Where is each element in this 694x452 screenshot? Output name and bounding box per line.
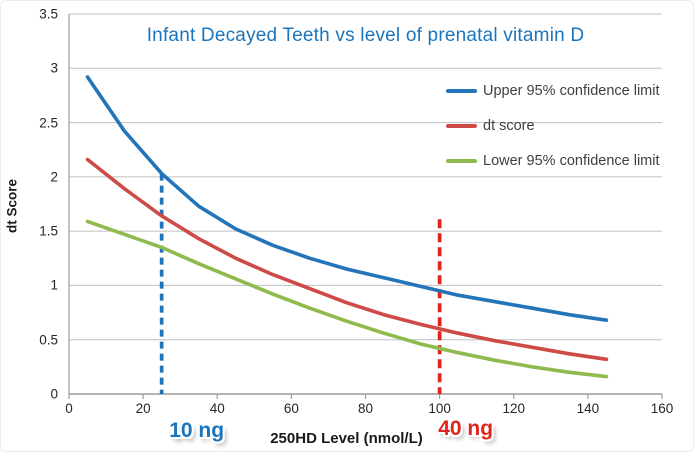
x-tick-label: 120 bbox=[502, 401, 526, 416]
legend-line-swatch bbox=[446, 89, 477, 93]
y-tick-label: 1.5 bbox=[39, 223, 58, 239]
x-tick-label: 160 bbox=[650, 401, 674, 416]
legend-label: dt score bbox=[483, 118, 535, 134]
curve-dt-score bbox=[85, 157, 609, 362]
legend-line-swatch bbox=[446, 159, 477, 163]
x-tick-label: 140 bbox=[576, 401, 600, 416]
annotation-label-40-ng: 40 ng bbox=[438, 417, 494, 440]
y-tick-label: 2 bbox=[50, 169, 58, 185]
x-axis-title: 250HD Level (nmol/L) bbox=[270, 430, 423, 447]
x-tick-label: 20 bbox=[135, 401, 151, 416]
legend-label: Upper 95% confidence limit bbox=[483, 83, 660, 99]
legend-label: Lower 95% confidence limit bbox=[483, 153, 660, 169]
annotation-label-10-ng: 10 ng bbox=[169, 419, 225, 442]
curve-lower-95-confidence-limit bbox=[85, 219, 609, 379]
x-tick-label: 0 bbox=[65, 401, 73, 416]
legend-item-dt-score: dt score bbox=[446, 116, 535, 136]
legend-item-upper-95-confidence-limit: Upper 95% confidence limit bbox=[446, 81, 660, 101]
y-tick-label: 0.5 bbox=[39, 332, 58, 348]
x-tick-label: 60 bbox=[283, 401, 299, 416]
chart-title: Infant Decayed Teeth vs level of prenata… bbox=[146, 25, 585, 46]
y-tick-label: 3.5 bbox=[39, 6, 58, 22]
x-tick-label: 100 bbox=[428, 401, 451, 416]
x-tick-label: 80 bbox=[357, 401, 374, 416]
x-tick-label: 40 bbox=[209, 401, 225, 416]
y-tick-label: 2.5 bbox=[39, 115, 58, 131]
y-tick-label: 0 bbox=[50, 386, 58, 402]
curve-upper-95-confidence-limit bbox=[85, 75, 609, 323]
legend-item-lower-95-confidence-limit: Lower 95% confidence limit bbox=[446, 151, 660, 171]
legend-line-swatch bbox=[446, 124, 477, 128]
y-tick-label: 3 bbox=[50, 60, 58, 76]
y-tick-label: 1 bbox=[50, 277, 58, 293]
